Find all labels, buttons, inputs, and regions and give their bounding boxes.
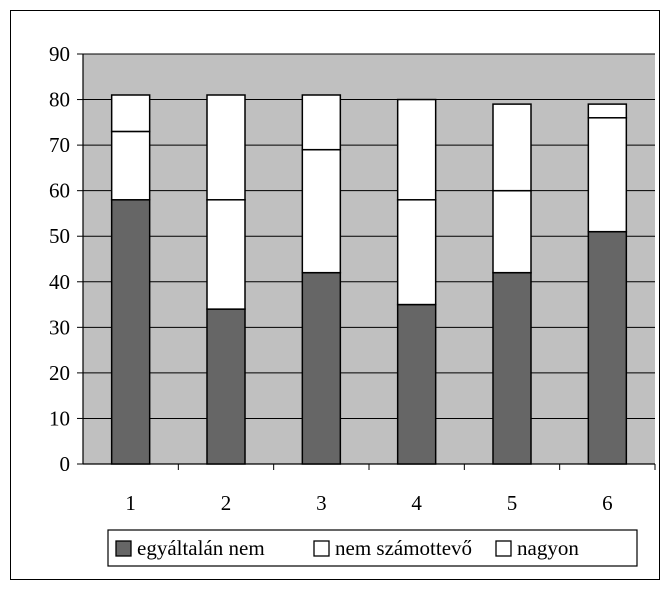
- bar-segment: [110, 130, 151, 201]
- legend-swatch: [313, 540, 330, 557]
- y-tick-label: 80: [49, 88, 70, 112]
- x-tick-label: 1: [125, 491, 136, 515]
- y-tick-label: 20: [49, 361, 70, 385]
- x-tick-label: 3: [316, 491, 327, 515]
- y-tick-label: 30: [49, 315, 70, 339]
- legend-label: nagyon: [517, 536, 579, 560]
- bar-segment: [396, 303, 437, 465]
- bar-segment: [301, 271, 342, 465]
- y-tick-label: 50: [49, 224, 70, 248]
- bar-segment: [301, 148, 342, 274]
- bar-segment: [587, 230, 628, 465]
- bar-segment: [206, 199, 246, 310]
- bar-segment: [110, 199, 151, 465]
- plot-area: [83, 54, 655, 464]
- x-tick-label: 6: [602, 491, 613, 515]
- y-tick-label: 90: [49, 42, 70, 66]
- y-tick-label: 0: [60, 452, 71, 476]
- bar-segment: [396, 199, 437, 306]
- bar-segment: [396, 98, 437, 201]
- x-tick-label: 5: [507, 491, 518, 515]
- legend-swatch: [495, 540, 512, 557]
- bar-segment: [492, 189, 532, 274]
- bar-segment: [110, 94, 151, 133]
- legend-swatch: [115, 540, 132, 557]
- bar-segment: [492, 103, 532, 192]
- bar-segment: [206, 94, 246, 201]
- legend-label: nem számottevő: [335, 536, 472, 560]
- bar-segment: [301, 94, 342, 151]
- x-tick-label: 2: [221, 491, 232, 515]
- bar-segment: [492, 271, 532, 465]
- x-tick-label: 4: [411, 491, 422, 515]
- y-tick-label: 40: [49, 270, 70, 294]
- legend-box: [107, 529, 638, 567]
- y-tick-label: 60: [49, 179, 70, 203]
- y-tick-label: 70: [49, 133, 70, 157]
- bar-segment: [587, 103, 628, 119]
- bar-segment: [587, 117, 628, 233]
- bar-segment: [206, 308, 246, 465]
- y-tick-label: 10: [49, 406, 70, 430]
- legend-label: egyáltalán nem: [137, 536, 265, 560]
